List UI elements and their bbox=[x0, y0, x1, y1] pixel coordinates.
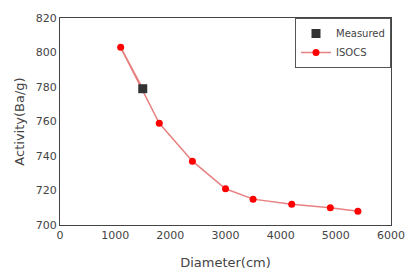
svg-text:0: 0 bbox=[57, 229, 64, 242]
svg-text:820: 820 bbox=[36, 12, 57, 25]
svg-text:2000: 2000 bbox=[156, 229, 184, 242]
svg-text:Activity(Ba/g): Activity(Ba/g) bbox=[12, 77, 27, 165]
svg-text:Diameter(cm): Diameter(cm) bbox=[180, 255, 271, 270]
svg-text:3000: 3000 bbox=[212, 229, 240, 242]
svg-text:6000: 6000 bbox=[377, 229, 405, 242]
svg-text:740: 740 bbox=[36, 150, 57, 163]
svg-text:1000: 1000 bbox=[101, 229, 129, 242]
svg-text:780: 780 bbox=[36, 81, 57, 94]
svg-text:4000: 4000 bbox=[267, 229, 295, 242]
svg-text:700: 700 bbox=[36, 219, 57, 232]
svg-text:5000: 5000 bbox=[322, 229, 350, 242]
svg-text:720: 720 bbox=[36, 184, 57, 197]
svg-text:760: 760 bbox=[36, 115, 57, 128]
svg-text:ISOCS: ISOCS bbox=[336, 47, 367, 58]
svg-text:Measured: Measured bbox=[336, 28, 385, 39]
svg-text:800: 800 bbox=[36, 46, 57, 59]
